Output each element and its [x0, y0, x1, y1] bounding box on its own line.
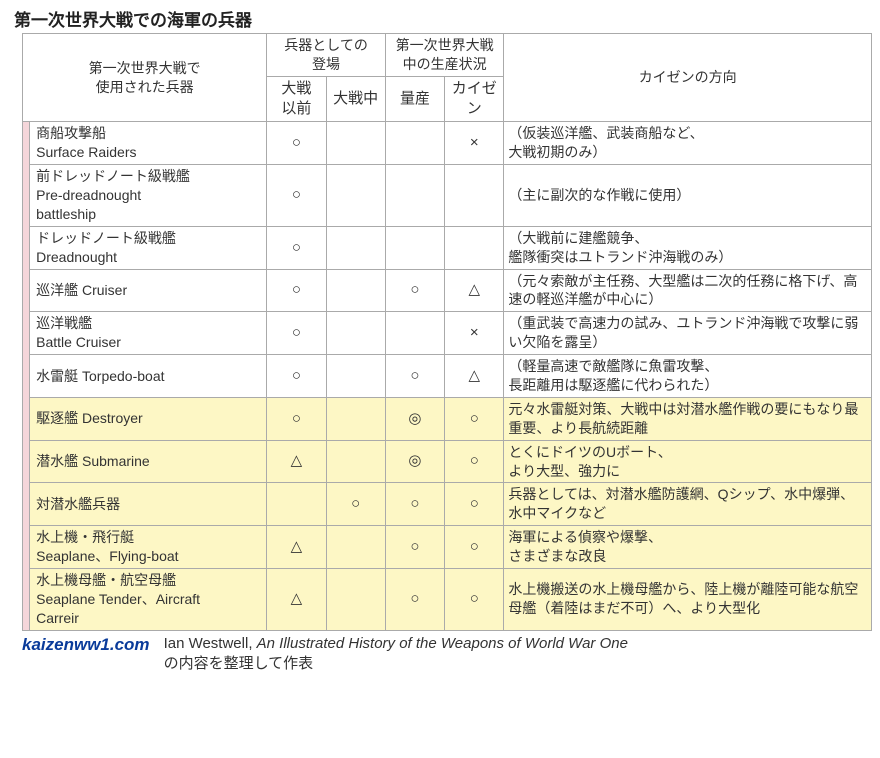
weapon-name: 巡洋艦 Cruiser	[30, 269, 267, 312]
table-row: 商船攻撃船 Surface Raiders○ ×（仮装巡洋艦、武装商船など、 大戦…	[23, 122, 872, 165]
cell-midwar	[326, 226, 385, 269]
weapon-name: 巡洋戦艦 Battle Cruiser	[30, 312, 267, 355]
cell-mass: ◎	[385, 440, 444, 483]
header-production: 第一次世界大戦 中の生産状況	[385, 34, 504, 77]
header-kaizen: カイゼン	[445, 76, 504, 122]
cell-midwar: ○	[326, 483, 385, 526]
table-row: 水上機母艦・航空母艦 Seaplane Tender、Aircraft Carr…	[23, 568, 872, 630]
table-row: 水上機・飛行艇 Seaplane、Flying-boat△○○海軍による偵察や爆…	[23, 526, 872, 569]
cell-midwar	[326, 312, 385, 355]
cell-prewar: ○	[267, 397, 326, 440]
cell-prewar: ○	[267, 122, 326, 165]
direction-cell: （仮装巡洋艦、武装商船など、 大戦初期のみ）	[504, 122, 872, 165]
table-row: 前ドレッドノート級戦艦 Pre-dreadnought battleship○ （…	[23, 165, 872, 227]
cell-kaizen	[445, 165, 504, 227]
cell-mass: ○	[385, 526, 444, 569]
table-row: 水雷艇 Torpedo-boat○○△（軽量高速で敵艦隊に魚雷攻撃、 長距離用は…	[23, 355, 872, 398]
weapon-name: ドレッドノート級戦艦 Dreadnought	[30, 226, 267, 269]
table-row: 巡洋戦艦 Battle Cruiser○ ×（重武装で高速力の試み、ユトランド沖海…	[23, 312, 872, 355]
cell-prewar: △	[267, 440, 326, 483]
cell-prewar: ○	[267, 165, 326, 227]
cell-midwar	[326, 397, 385, 440]
direction-cell: （重武装で高速力の試み、ユトランド沖海戦で攻撃に弱い欠陥を露呈）	[504, 312, 872, 355]
cell-kaizen: △	[445, 269, 504, 312]
cell-prewar: ○	[267, 312, 326, 355]
header-direction: カイゼンの方向	[504, 34, 872, 122]
cell-mass: ○	[385, 568, 444, 630]
cell-kaizen: ○	[445, 397, 504, 440]
cell-mass: ○	[385, 355, 444, 398]
table-row: 潜水艦 Submarine△ ◎○とくにドイツのUボート、 より大型、強力に	[23, 440, 872, 483]
direction-cell: （元々索敵が主任務、大型艦は二次的任務に格下げ、高速の軽巡洋艦が中心に）	[504, 269, 872, 312]
cell-mass	[385, 312, 444, 355]
cell-kaizen: ○	[445, 568, 504, 630]
weapon-name: 水雷艇 Torpedo-boat	[30, 355, 267, 398]
header-mass: 量産	[385, 76, 444, 122]
direction-cell: （軽量高速で敵艦隊に魚雷攻撃、 長距離用は駆逐艦に代わられた）	[504, 355, 872, 398]
direction-cell: （大戦前に建艦競争、 艦隊衝突はユトランド沖海戦のみ）	[504, 226, 872, 269]
cell-midwar	[326, 526, 385, 569]
header-weapon: 第一次世界大戦で 使用された兵器	[23, 34, 267, 122]
cell-kaizen: △	[445, 355, 504, 398]
cell-mass	[385, 226, 444, 269]
header-prewar: 大戦 以前	[267, 76, 326, 122]
cell-mass	[385, 122, 444, 165]
weapon-name: 水上機・飛行艇 Seaplane、Flying-boat	[30, 526, 267, 569]
weapon-name: 潜水艦 Submarine	[30, 440, 267, 483]
direction-cell: 兵器としては、対潜水艦防護網、Qシップ、水中爆弾、水中マイクなど	[504, 483, 872, 526]
cell-kaizen	[445, 226, 504, 269]
cell-midwar	[326, 122, 385, 165]
cell-prewar: ○	[267, 355, 326, 398]
cell-mass: ○	[385, 483, 444, 526]
cell-kaizen: ○	[445, 526, 504, 569]
direction-cell: 元々水雷艇対策、大戦中は対潜水艦作戦の要にもなり最重要、より長航続距離	[504, 397, 872, 440]
cell-mass: ◎	[385, 397, 444, 440]
table-row: 対潜水艦兵器○○○兵器としては、対潜水艦防護網、Qシップ、水中爆弾、水中マイクな…	[23, 483, 872, 526]
cell-midwar	[326, 165, 385, 227]
weapon-name: 前ドレッドノート級戦艦 Pre-dreadnought battleship	[30, 165, 267, 227]
table-row: ドレッドノート級戦艦 Dreadnought○ （大戦前に建艦競争、 艦隊衝突はユ…	[23, 226, 872, 269]
footer: kaizenww1.com Ian Westwell, An Illustrat…	[22, 635, 874, 673]
weapon-name: 対潜水艦兵器	[30, 483, 267, 526]
page-title: 第一次世界大戦での海軍の兵器	[14, 6, 874, 31]
site-link[interactable]: kaizenww1.com	[22, 635, 150, 655]
direction-cell: 海軍による偵察や爆撃、 さまざまな改良	[504, 526, 872, 569]
direction-cell: （主に副次的な作戦に使用）	[504, 165, 872, 227]
cell-prewar: ○	[267, 269, 326, 312]
weapons-table: 第一次世界大戦で 使用された兵器 兵器としての 登場 第一次世界大戦 中の生産状…	[22, 33, 872, 631]
direction-cell: 水上機搬送の水上機母艦から、陸上機が離陸可能な航空母艦（着陸はまだ不可）へ、より…	[504, 568, 872, 630]
cell-kaizen: ○	[445, 483, 504, 526]
cell-mass	[385, 165, 444, 227]
cell-prewar: △	[267, 568, 326, 630]
source-author: Ian Westwell,	[164, 635, 257, 652]
cell-prewar	[267, 483, 326, 526]
table-row: 駆逐艦 Destroyer○◎○元々水雷艇対策、大戦中は対潜水艦作戦の要にもなり…	[23, 397, 872, 440]
cell-midwar	[326, 440, 385, 483]
weapon-name: 駆逐艦 Destroyer	[30, 397, 267, 440]
cell-kaizen: ×	[445, 122, 504, 165]
table-row: 巡洋艦 Cruiser○○△（元々索敵が主任務、大型艦は二次的任務に格下げ、高速…	[23, 269, 872, 312]
left-accent-bar	[23, 122, 30, 630]
weapon-name: 商船攻撃船 Surface Raiders	[30, 122, 267, 165]
cell-kaizen: ×	[445, 312, 504, 355]
source-text: Ian Westwell, An Illustrated History of …	[164, 635, 628, 673]
cell-midwar	[326, 568, 385, 630]
direction-cell: とくにドイツのUボート、 より大型、強力に	[504, 440, 872, 483]
source-book: An Illustrated History of the Weapons of…	[257, 635, 628, 652]
source-suffix: の内容を整理して作表	[164, 655, 314, 672]
header-appearance: 兵器としての 登場	[267, 34, 386, 77]
cell-prewar: △	[267, 526, 326, 569]
weapon-name: 水上機母艦・航空母艦 Seaplane Tender、Aircraft Carr…	[30, 568, 267, 630]
cell-mass: ○	[385, 269, 444, 312]
header-midwar: 大戦中	[326, 76, 385, 122]
cell-prewar: ○	[267, 226, 326, 269]
cell-midwar	[326, 355, 385, 398]
cell-midwar	[326, 269, 385, 312]
cell-kaizen: ○	[445, 440, 504, 483]
